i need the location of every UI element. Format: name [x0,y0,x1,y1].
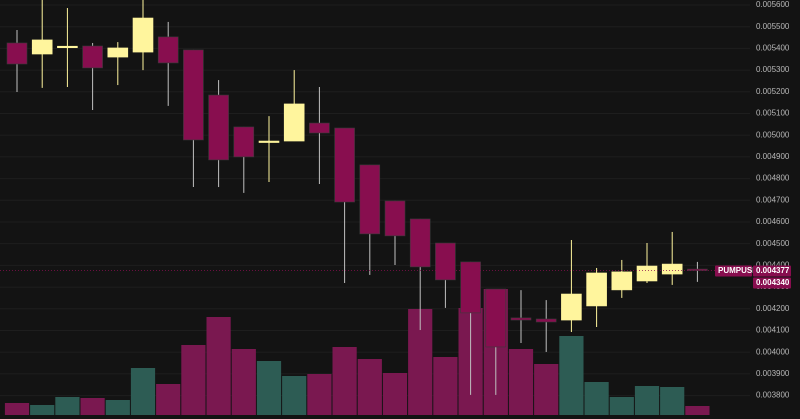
symbol-tag-bg [715,265,752,277]
candle-body [82,45,103,69]
candle-body [409,218,431,268]
volume-bar [433,357,458,415]
candle-body [258,140,280,143]
candle-body [435,242,456,281]
candle-body [586,272,607,307]
y-tick-label: 0.004200 [756,304,790,313]
volume-bar [534,364,559,415]
candle-body [6,42,28,65]
volume-bar [156,384,181,415]
candle-body [636,265,658,282]
volume-bar [256,361,282,415]
symbol-tag: PUMPUSD [718,266,758,275]
volume-bar [634,386,660,415]
candle-body [384,200,406,237]
volume-bar [105,400,130,415]
candle-body [611,271,633,291]
price-tag-bg [753,277,791,289]
y-tick-label: 0.004900 [756,152,790,161]
volume-bar [55,397,80,415]
volume-bar [685,406,710,415]
candle-body [485,288,507,348]
volume-bar [357,359,382,415]
candle-body [687,268,708,271]
candle-body [283,103,305,142]
y-tick-label: 0.005500 [756,22,790,31]
candle-body [57,45,78,49]
candle-body [233,126,255,158]
volume-bar [231,349,256,415]
volume-bar [181,345,206,415]
price-tag: 0.004340 [756,278,790,287]
volume-bar [206,317,231,415]
volume-bar [660,387,685,415]
y-tick-label: 0.005000 [756,130,790,139]
volume-bar [4,403,30,415]
candle-body [561,293,582,321]
candle-body [157,36,179,64]
y-tick-label: 0.005300 [756,65,790,74]
volume-bar [307,374,332,415]
y-tick-label: 0.004100 [756,326,790,335]
candle-body [535,318,557,323]
candle-body [661,263,683,275]
y-tick-label: 0.005200 [756,87,790,96]
candle-body [359,164,381,235]
candle-body [31,39,53,55]
y-tick-label: 0.005100 [756,109,790,118]
y-tick-label: 0.004400 [756,260,790,269]
volume-bar [80,398,105,415]
volume-bar [584,382,609,415]
volume-bar [382,373,408,415]
candle-body [107,47,129,58]
volume-bar [130,368,156,415]
volume-bar [508,349,534,415]
candle-body [460,261,481,314]
candle-body [510,317,532,321]
candle-body [309,122,330,134]
volume-bar [559,336,584,415]
y-tick-label: 0.004500 [756,239,790,248]
volume-bar [332,347,357,415]
y-tick-label: 0.005400 [756,43,790,52]
volume-bar [30,405,55,415]
y-tick-label: 0.005600 [756,0,790,9]
price-tag: 0.004377 [756,266,790,275]
volume-bar [609,397,634,415]
candle-body [132,17,154,53]
candle-body [183,49,204,141]
candle-body [208,94,229,161]
y-tick-label: 0.004700 [756,195,790,204]
y-tick-label: 0.004800 [756,174,790,183]
volume-bar [282,376,307,415]
y-tick-label: 0.004000 [756,347,790,356]
y-tick-label: 0.003800 [756,391,790,400]
candle-body [334,127,355,203]
y-tick-label: 0.004600 [756,217,790,226]
price-tag-bg [753,265,791,277]
y-tick-label: 0.003900 [756,369,790,378]
